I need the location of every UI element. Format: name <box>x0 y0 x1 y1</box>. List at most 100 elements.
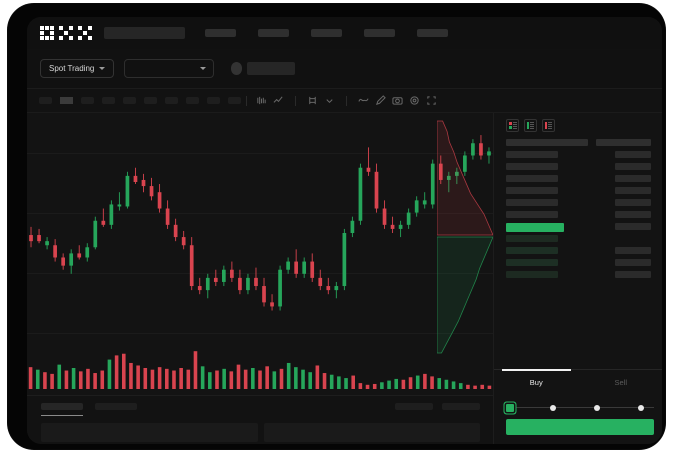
volume-series <box>28 351 492 389</box>
timeframe-button-0[interactable] <box>39 97 52 104</box>
app-screen: Spot Trading <box>27 17 662 444</box>
nav-item-1[interactable] <box>258 29 289 37</box>
candlestick-series <box>29 135 491 311</box>
timeframe-button-1[interactable] <box>60 97 73 104</box>
price-chart[interactable] <box>27 113 493 395</box>
orders-panel-tabs <box>27 396 493 416</box>
market-header: Spot Trading <box>27 49 662 89</box>
stepper-node-3[interactable] <box>638 404 644 411</box>
order-book-price-value <box>596 139 651 146</box>
order-book-price-value <box>615 211 651 218</box>
timeframe-button-7[interactable] <box>186 97 199 104</box>
order-book-size-bar <box>506 223 564 232</box>
fullscreen-icon[interactable] <box>426 95 437 106</box>
order-book-size-bar <box>506 259 558 266</box>
order-book-row[interactable] <box>494 199 662 209</box>
wave-chart-icon[interactable] <box>358 95 369 106</box>
order-book-size-bar <box>506 211 558 218</box>
pair-name <box>247 62 295 75</box>
nav-item-3[interactable] <box>364 29 395 37</box>
nav-item-0[interactable] <box>205 29 236 37</box>
order-book-last-price-row[interactable] <box>494 223 662 233</box>
order-book-row[interactable] <box>494 187 662 197</box>
order-book-price-value <box>615 223 651 230</box>
timeframe-button-2[interactable] <box>81 97 94 104</box>
tab-buy[interactable]: Buy <box>494 369 579 395</box>
order-book-row[interactable] <box>494 175 662 185</box>
order-book-size-bar <box>506 139 588 146</box>
nav-menu <box>205 29 448 37</box>
toolbar-divider <box>295 95 296 106</box>
orderbook-asks-icon[interactable] <box>542 119 555 132</box>
order-book-size-bar <box>506 271 558 278</box>
trading-pair-select[interactable] <box>124 59 214 78</box>
panel-action-0[interactable] <box>395 403 433 410</box>
order-book-price-value <box>615 175 651 182</box>
timeframe-button-8[interactable] <box>207 97 220 104</box>
top-navigation-bar <box>27 17 662 49</box>
orderbook-bids-icon[interactable] <box>524 119 537 132</box>
stepper-node-0[interactable] <box>506 403 514 412</box>
tab-order-history[interactable] <box>95 403 137 410</box>
gridline <box>27 333 493 334</box>
timeframe-button-3[interactable] <box>102 97 115 104</box>
nav-item-2[interactable] <box>311 29 342 37</box>
tab-open-orders[interactable] <box>41 403 83 416</box>
header-stats-right <box>486 67 662 70</box>
amount-percent-stepper[interactable] <box>506 403 654 412</box>
chevron-down-icon[interactable] <box>324 95 335 106</box>
order-book-row[interactable] <box>494 151 662 161</box>
stepper-node-1[interactable] <box>550 404 556 411</box>
nav-item-4[interactable] <box>417 29 448 37</box>
order-book-rows <box>494 139 662 283</box>
okx-logo[interactable] <box>40 26 92 40</box>
order-book-size-bar <box>506 187 558 194</box>
order-book-row[interactable] <box>494 163 662 173</box>
search-input[interactable] <box>104 27 185 39</box>
orderbook-both-icon[interactable] <box>506 119 519 132</box>
line-chart-icon[interactable] <box>273 95 284 106</box>
depth-chart-overlay <box>437 120 493 354</box>
order-book-row[interactable] <box>494 271 662 281</box>
timeframe-button-4[interactable] <box>123 97 136 104</box>
order-side-tabs: Buy Sell <box>494 369 662 395</box>
indicators-icon[interactable] <box>307 95 318 106</box>
trade-form <box>493 395 662 444</box>
order-book-size-bar <box>506 175 558 182</box>
okx-logo-x-icon <box>78 26 92 40</box>
trading-mode-selector[interactable]: Spot Trading <box>40 59 115 78</box>
stat-item <box>559 67 589 70</box>
toolbar-divider <box>246 95 247 106</box>
panel-card-1 <box>263 423 480 442</box>
pencil-draw-icon[interactable] <box>375 95 386 106</box>
candlestick-chart-icon[interactable] <box>256 95 267 106</box>
header-stats-left <box>322 67 423 70</box>
order-book-size-bar <box>506 235 558 242</box>
submit-buy-button[interactable] <box>506 419 654 435</box>
timeframe-button-5[interactable] <box>144 97 157 104</box>
chart-tool-icons <box>256 95 437 106</box>
stat-item <box>632 67 662 70</box>
order-book-row[interactable] <box>494 235 662 245</box>
order-book-panel: Buy Sell <box>493 113 662 395</box>
avatar <box>230 62 243 75</box>
gridline <box>27 213 493 214</box>
camera-snapshot-icon[interactable] <box>392 95 403 106</box>
order-book-row[interactable] <box>494 139 662 149</box>
order-book-row[interactable] <box>494 211 662 221</box>
stepper-node-2[interactable] <box>594 404 600 411</box>
timeframe-button-6[interactable] <box>165 97 178 104</box>
tab-buy-label: Buy <box>529 378 543 387</box>
panel-action-1[interactable] <box>442 403 480 410</box>
order-book-row[interactable] <box>494 247 662 257</box>
trading-mode-label: Spot Trading <box>49 64 95 73</box>
tab-sell[interactable]: Sell <box>579 370 663 395</box>
settings-gear-icon[interactable] <box>409 95 420 106</box>
order-book-row[interactable] <box>494 259 662 269</box>
stat-item <box>486 67 516 70</box>
stat-item <box>385 67 423 70</box>
gridline <box>27 273 493 274</box>
timeframe-button-9[interactable] <box>228 97 241 104</box>
order-book-view-modes <box>494 113 662 132</box>
order-book-price-value <box>615 247 651 254</box>
